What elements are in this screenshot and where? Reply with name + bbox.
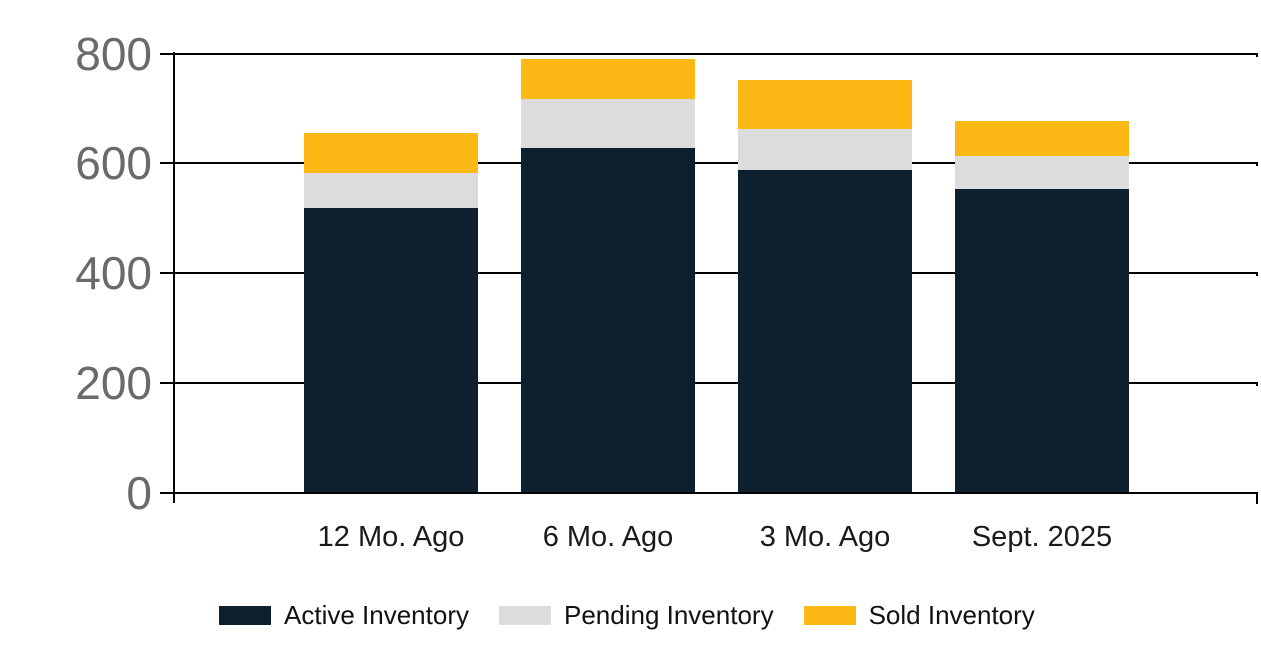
chart-legend: Active Inventory Pending Inventory Sold In…	[219, 600, 1035, 630]
bar-3-mo-ago-segment-active-inventory	[738, 169, 912, 493]
y-tick-label-200: 200	[75, 356, 152, 409]
gridline-400	[160, 272, 1258, 275]
y-tick-label-0: 0	[126, 466, 152, 519]
legend-label-sold-inventory: Sold Inventory	[868, 600, 1035, 630]
gridline-end-tick-800	[1256, 52, 1258, 57]
gridline-800	[160, 52, 1258, 55]
legend-item-active-inventory: Active Inventory	[219, 600, 469, 630]
y-tick-label-600: 600	[75, 137, 152, 190]
gridline-600	[160, 162, 1258, 165]
bar-12-mo-ago-segment-active-inventory	[304, 207, 478, 493]
y-tick-label-400: 400	[75, 247, 152, 300]
legend-label-pending-inventory: Pending Inventory	[563, 600, 774, 630]
gridline-end-tick-600	[1256, 162, 1258, 167]
bar-6-mo-ago-segment-sold-inventory	[521, 59, 695, 100]
legend-item-sold-inventory: Sold Inventory	[803, 600, 1035, 630]
x-category-label-3-mo-ago: 3 Mo. Ago	[759, 521, 891, 553]
bar-12-mo-ago-segment-sold-inventory	[304, 133, 478, 174]
legend-label-active-inventory: Active Inventory	[284, 600, 469, 630]
gridline-end-tick-400	[1256, 272, 1258, 277]
x-category-label-sept-2025: Sept. 2025	[971, 521, 1113, 553]
bar-6-mo-ago-segment-active-inventory	[521, 148, 695, 493]
gridline-200	[160, 381, 1258, 384]
bar-12-mo-ago-segment-pending-inventory	[304, 173, 478, 208]
gridline-end-tick-0	[1256, 491, 1258, 504]
gridline-0	[160, 491, 1258, 494]
gridline-end-tick-200	[1256, 381, 1258, 386]
plot-area: 0 200 400 600 800 12 Mo. Ago 6 Mo. Ago 3 Mo. Ag…	[75, 27, 1258, 553]
legend-item-pending-inventory: Pending Inventory	[498, 600, 774, 630]
bar-3-mo-ago-segment-pending-inventory	[738, 128, 912, 170]
legend-swatch-pending-inventory	[498, 605, 551, 625]
x-category-label-12-mo-ago: 12 Mo. Ago	[317, 521, 465, 553]
bar-sept-2025-segment-active-inventory	[955, 188, 1129, 493]
bar-sept-2025-segment-pending-inventory	[955, 156, 1129, 189]
bar-6-mo-ago-segment-pending-inventory	[521, 99, 695, 149]
legend-swatch-sold-inventory	[803, 605, 856, 625]
x-category-label-6-mo-ago: 6 Mo. Ago	[542, 521, 674, 553]
legend-swatch-active-inventory	[219, 605, 271, 625]
y-tick-label-800: 800	[75, 27, 152, 80]
y-axis-line	[173, 52, 175, 503]
bar-sept-2025-segment-sold-inventory	[955, 121, 1129, 157]
bar-3-mo-ago-segment-sold-inventory	[738, 80, 912, 129]
